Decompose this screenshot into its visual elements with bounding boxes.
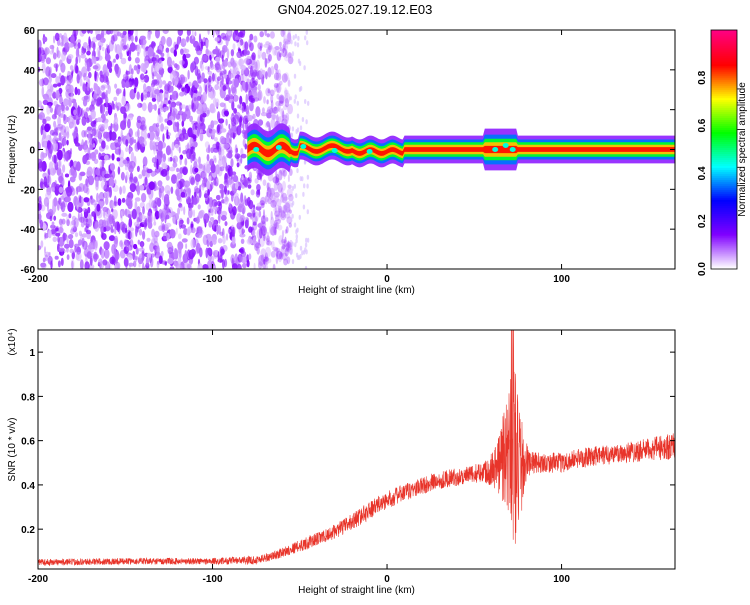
spectrogram-y-tick-label: 0 xyxy=(29,146,35,157)
snr-x-tick-label: 0 xyxy=(384,574,390,585)
chart-title: GN04.2025.027.19.12.E03 xyxy=(278,2,433,17)
snr-y-multiplier: (x10⁴) xyxy=(7,328,18,355)
spectrogram-y-ticks: 60 40 20 0 -20 -40 -60 xyxy=(21,26,675,276)
snr-x-tick-label: -200 xyxy=(28,574,48,585)
spectrogram-plot-area xyxy=(38,30,675,269)
snr-y-axis-label: SNR (10 * v/v) xyxy=(7,418,18,482)
colorbar-tick-label: 0.8 xyxy=(697,70,708,84)
snr-plot-area xyxy=(38,330,675,567)
snr-panel: -200 -100 0 100 0.2 0.4 0.6 0.8 1 Height of str… xyxy=(7,328,676,596)
snr-y-ticks: 0.2 0.4 0.6 0.8 1 xyxy=(21,348,675,536)
colorbar-frame xyxy=(710,29,738,270)
colorbar-gradient xyxy=(711,30,737,270)
spectrogram-x-ticks: -200 -100 0 100 xyxy=(28,30,570,285)
spectrogram-y-tick-label: -20 xyxy=(21,185,36,196)
spectrogram-y-tick-label: 20 xyxy=(24,106,36,117)
spectrogram-y-tick-label: 60 xyxy=(24,26,36,37)
colorbar-ticks: 0.0 0.2 0.4 0.6 0.8 xyxy=(697,70,708,276)
spectrogram-x-tick-label: -100 xyxy=(203,274,223,285)
snr-y-tick-label: 0.8 xyxy=(21,392,35,403)
colorbar-label: Normalized spectral amplitude xyxy=(737,82,748,217)
snr-y-tick-label: 0.6 xyxy=(21,437,35,448)
colorbar-tick-label: 0.6 xyxy=(697,118,708,132)
snr-x-tick-label: 100 xyxy=(553,574,570,585)
snr-y-tick-label: 0.2 xyxy=(21,525,35,536)
colorbar: 0.0 0.2 0.4 0.6 0.8 Normalized spectral ampl… xyxy=(697,29,748,276)
spectrogram-x-axis-label: Height of straight line (km) xyxy=(298,285,415,296)
spectrogram-y-tick-label: -60 xyxy=(21,265,36,276)
spectrogram-x-tick-label: 0 xyxy=(384,274,390,285)
snr-x-tick-label: -100 xyxy=(203,574,223,585)
spectrogram-x-tick-label: -200 xyxy=(28,274,48,285)
colorbar-tick-label: 0.2 xyxy=(697,214,708,228)
snr-x-ticks: -200 -100 0 100 xyxy=(28,330,570,585)
snr-frame xyxy=(37,329,676,570)
snr-y-tick-label: 0.4 xyxy=(21,481,35,492)
spectrogram-y-axis-label: Frequency (Hz) xyxy=(7,115,18,184)
spectrogram-x-tick-label: 100 xyxy=(553,274,570,285)
spectrogram-panel: -200 -100 0 100 60 40 20 0 -20 -40 -60 Height of … xyxy=(7,26,676,296)
colorbar-tick-label: 0.0 xyxy=(697,262,708,276)
snr-series-line xyxy=(38,330,675,567)
spectrogram-y-tick-label: 40 xyxy=(24,66,36,77)
snr-x-axis-label: Height of straight line (km) xyxy=(298,585,415,596)
snr-y-tick-label: 1 xyxy=(29,348,35,359)
colorbar-tick-label: 0.4 xyxy=(697,166,708,180)
spectrogram-y-tick-label: -40 xyxy=(21,225,36,236)
